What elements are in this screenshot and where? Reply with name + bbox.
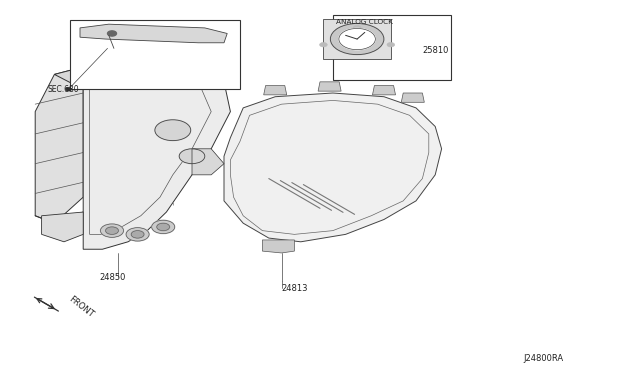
Polygon shape [318,82,341,91]
Bar [323,19,391,59]
Circle shape [157,223,170,231]
Circle shape [100,224,124,237]
Circle shape [353,26,361,30]
Text: J24800RA: J24800RA [523,355,563,363]
Circle shape [131,231,144,238]
Polygon shape [35,67,83,223]
Circle shape [339,29,375,50]
Circle shape [319,42,327,47]
Circle shape [179,149,205,164]
Polygon shape [262,240,294,253]
Circle shape [108,31,116,36]
Polygon shape [264,86,287,95]
Polygon shape [80,24,227,43]
Text: 24850: 24850 [99,273,125,282]
Text: 25810: 25810 [422,46,449,55]
Text: SEC.680: SEC.680 [48,85,79,94]
Circle shape [387,42,395,47]
Circle shape [126,228,149,241]
Polygon shape [192,149,224,175]
Polygon shape [42,212,83,242]
Circle shape [66,88,71,91]
Circle shape [152,220,175,234]
Polygon shape [224,93,442,242]
Text: 24813: 24813 [282,284,308,293]
Circle shape [330,23,384,55]
Text: ANALOG CLOCK: ANALOG CLOCK [336,19,393,25]
Circle shape [155,120,191,141]
Bar [333,15,451,80]
Text: FRONT: FRONT [67,295,95,319]
Circle shape [106,227,118,234]
Bar [70,20,240,89]
Polygon shape [83,48,230,249]
Polygon shape [372,86,396,95]
Polygon shape [401,93,424,102]
Polygon shape [54,48,205,89]
